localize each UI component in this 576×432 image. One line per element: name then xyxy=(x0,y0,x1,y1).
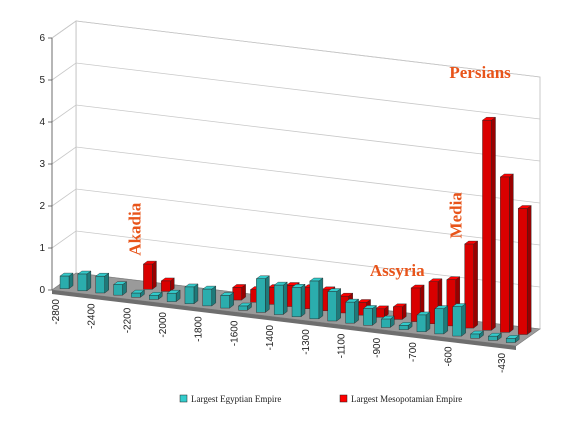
bars xyxy=(59,116,532,343)
legend-swatch xyxy=(339,394,348,403)
bar-egyptian xyxy=(255,275,270,313)
bar-mesopotamian xyxy=(392,303,407,320)
x-tick-label: -1100 xyxy=(336,333,347,358)
bar-egyptian xyxy=(166,289,181,303)
bar-egyptian xyxy=(202,285,217,307)
bar-egyptian xyxy=(309,277,324,320)
gridline xyxy=(51,230,541,288)
x-tick-label: -1300 xyxy=(301,329,312,355)
y-axis: 0 1 2 3 4 5 6 xyxy=(39,33,53,296)
gridline xyxy=(51,62,541,120)
bar-egyptian xyxy=(416,311,431,333)
bar-egyptian xyxy=(487,332,502,341)
bar-egyptian xyxy=(237,302,253,311)
annotation-persians: Persians xyxy=(449,63,511,82)
x-tick-label: -1400 xyxy=(265,324,276,350)
x-tick-label: -2000 xyxy=(158,312,169,338)
bar-mesopotamian xyxy=(481,116,497,331)
annotation-assyria: Assyria xyxy=(370,261,425,280)
bar-egyptian xyxy=(469,330,485,339)
y-tick-label: 5 xyxy=(39,75,45,86)
y-tick-label: 3 xyxy=(39,159,45,170)
annotation-media: Media xyxy=(447,192,466,239)
annotations: Akadia Assyria Media Persians xyxy=(125,63,511,280)
bar-egyptian xyxy=(291,283,306,318)
bar-mesopotamian xyxy=(232,284,247,301)
bar-mesopotamian xyxy=(374,305,390,318)
bar-egyptian xyxy=(505,334,520,343)
gridline xyxy=(51,146,541,204)
y-tick-label: 4 xyxy=(39,117,45,128)
legend-label: Largest Mesopotamian Empire xyxy=(351,394,462,404)
y-tick-label: 2 xyxy=(39,201,45,212)
bar-egyptian xyxy=(344,298,360,324)
bar-egyptian xyxy=(362,305,378,326)
bar-mesopotamian xyxy=(160,277,175,292)
x-tick-label: -900 xyxy=(372,337,383,357)
legend: Largest Egyptian Empire Largest Mesopotam… xyxy=(179,394,462,404)
bar-egyptian xyxy=(434,305,449,335)
x-tick-label: -600 xyxy=(444,346,455,366)
y-tick-label: 1 xyxy=(39,243,45,254)
x-tick-label: -2200 xyxy=(122,307,133,333)
x-tick-label: -2800 xyxy=(51,299,62,325)
bar-egyptian xyxy=(220,292,235,309)
x-tick-label: -1800 xyxy=(194,316,205,342)
bar-egyptian xyxy=(130,289,146,298)
annotation-akadia: Akadia xyxy=(125,202,144,255)
x-tick-label: -700 xyxy=(408,342,419,362)
x-tick-label: -2400 xyxy=(87,303,98,329)
gridline xyxy=(51,20,541,78)
bar-mesopotamian xyxy=(517,205,532,335)
x-tick-label: -430 xyxy=(497,352,508,372)
x-axis: -2800 -2400 -2200 -2000 -1800 -1600 -1400 -1300… xyxy=(51,299,508,373)
bar-egyptian xyxy=(77,270,92,292)
bar-egyptian xyxy=(112,281,128,296)
floor-edge xyxy=(52,290,516,350)
legend-swatch xyxy=(179,394,188,403)
bar-mesopotamian xyxy=(142,260,158,290)
bar-mesopotamian xyxy=(499,173,514,333)
gridline xyxy=(51,104,541,162)
bar-egyptian xyxy=(148,291,163,300)
y-tick-label: 6 xyxy=(39,33,45,44)
bar-egyptian xyxy=(95,272,110,294)
gridline xyxy=(51,188,541,246)
x-tick-label: -1600 xyxy=(229,320,240,346)
bar-egyptian xyxy=(184,283,199,305)
bar-egyptian xyxy=(398,321,413,331)
bar-egyptian xyxy=(452,303,467,337)
y-tick-label: 0 xyxy=(39,285,45,296)
bar-egyptian xyxy=(327,288,342,322)
legend-label: Largest Egyptian Empire xyxy=(191,394,281,404)
bar-egyptian xyxy=(273,281,288,315)
bar-egyptian xyxy=(380,315,395,328)
bar-mesopotamian xyxy=(464,240,479,329)
bar-egyptian xyxy=(59,272,74,290)
